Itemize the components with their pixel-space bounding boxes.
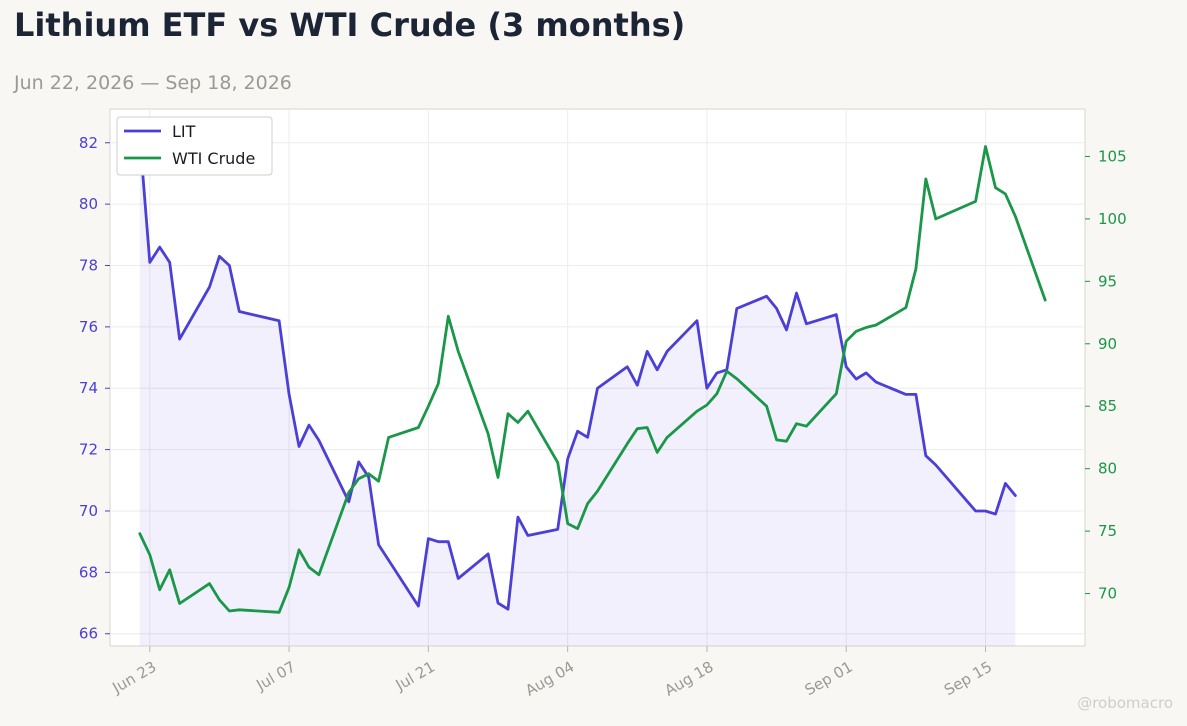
x-tick-label: Aug 18 xyxy=(662,658,717,700)
y-left-tick-label: 70 xyxy=(79,502,98,520)
y-right-tick-label: 90 xyxy=(1098,335,1117,353)
x-tick-label: Jul 21 xyxy=(392,658,438,695)
x-tick-label: Aug 04 xyxy=(522,658,577,700)
y-left-tick-label: 68 xyxy=(79,563,98,581)
y-left-tick-label: 82 xyxy=(79,134,98,152)
series-line-lit xyxy=(138,135,1017,611)
x-tick-label: Jul 07 xyxy=(252,658,298,695)
y-right-tick-label: 100 xyxy=(1098,210,1127,228)
legend-label-wti-crude: WTI Crude xyxy=(172,149,255,168)
x-tick-label: Sep 15 xyxy=(941,658,995,700)
gridlines xyxy=(110,109,1085,646)
y-right-tick-label: 70 xyxy=(1098,585,1117,603)
legend-label-lit: LIT xyxy=(172,122,196,141)
y-left-tick-label: 76 xyxy=(79,318,98,336)
y-right-tick-label: 80 xyxy=(1098,460,1117,478)
series-lines xyxy=(138,135,1047,614)
y-left-tick-label: 78 xyxy=(79,256,98,274)
series-fills xyxy=(139,136,1016,646)
y-left-tick-label: 66 xyxy=(79,625,98,643)
y-right-tick-label: 85 xyxy=(1098,397,1117,415)
chart-title: Lithium ETF vs WTI Crude (3 months) xyxy=(14,6,686,44)
watermark: @robomacro xyxy=(1077,694,1173,712)
y-right-tick-label: 95 xyxy=(1098,272,1117,290)
y-left-tick-label: 74 xyxy=(79,379,98,397)
y-left-tick-label: 72 xyxy=(79,441,98,459)
x-tick-label: Jun 23 xyxy=(109,658,160,698)
y-left-tick-label: 80 xyxy=(79,195,98,213)
series-line-wti-crude xyxy=(138,145,1047,614)
legend: LIT WTI Crude xyxy=(116,116,273,176)
x-tick-label: Sep 01 xyxy=(802,658,856,700)
y-right-tick-label: 75 xyxy=(1098,522,1117,540)
series-area-lit xyxy=(139,136,1016,646)
chart-subtitle: Jun 22, 2026 — Sep 18, 2026 xyxy=(14,72,292,94)
y-right-tick-label: 105 xyxy=(1098,147,1127,165)
